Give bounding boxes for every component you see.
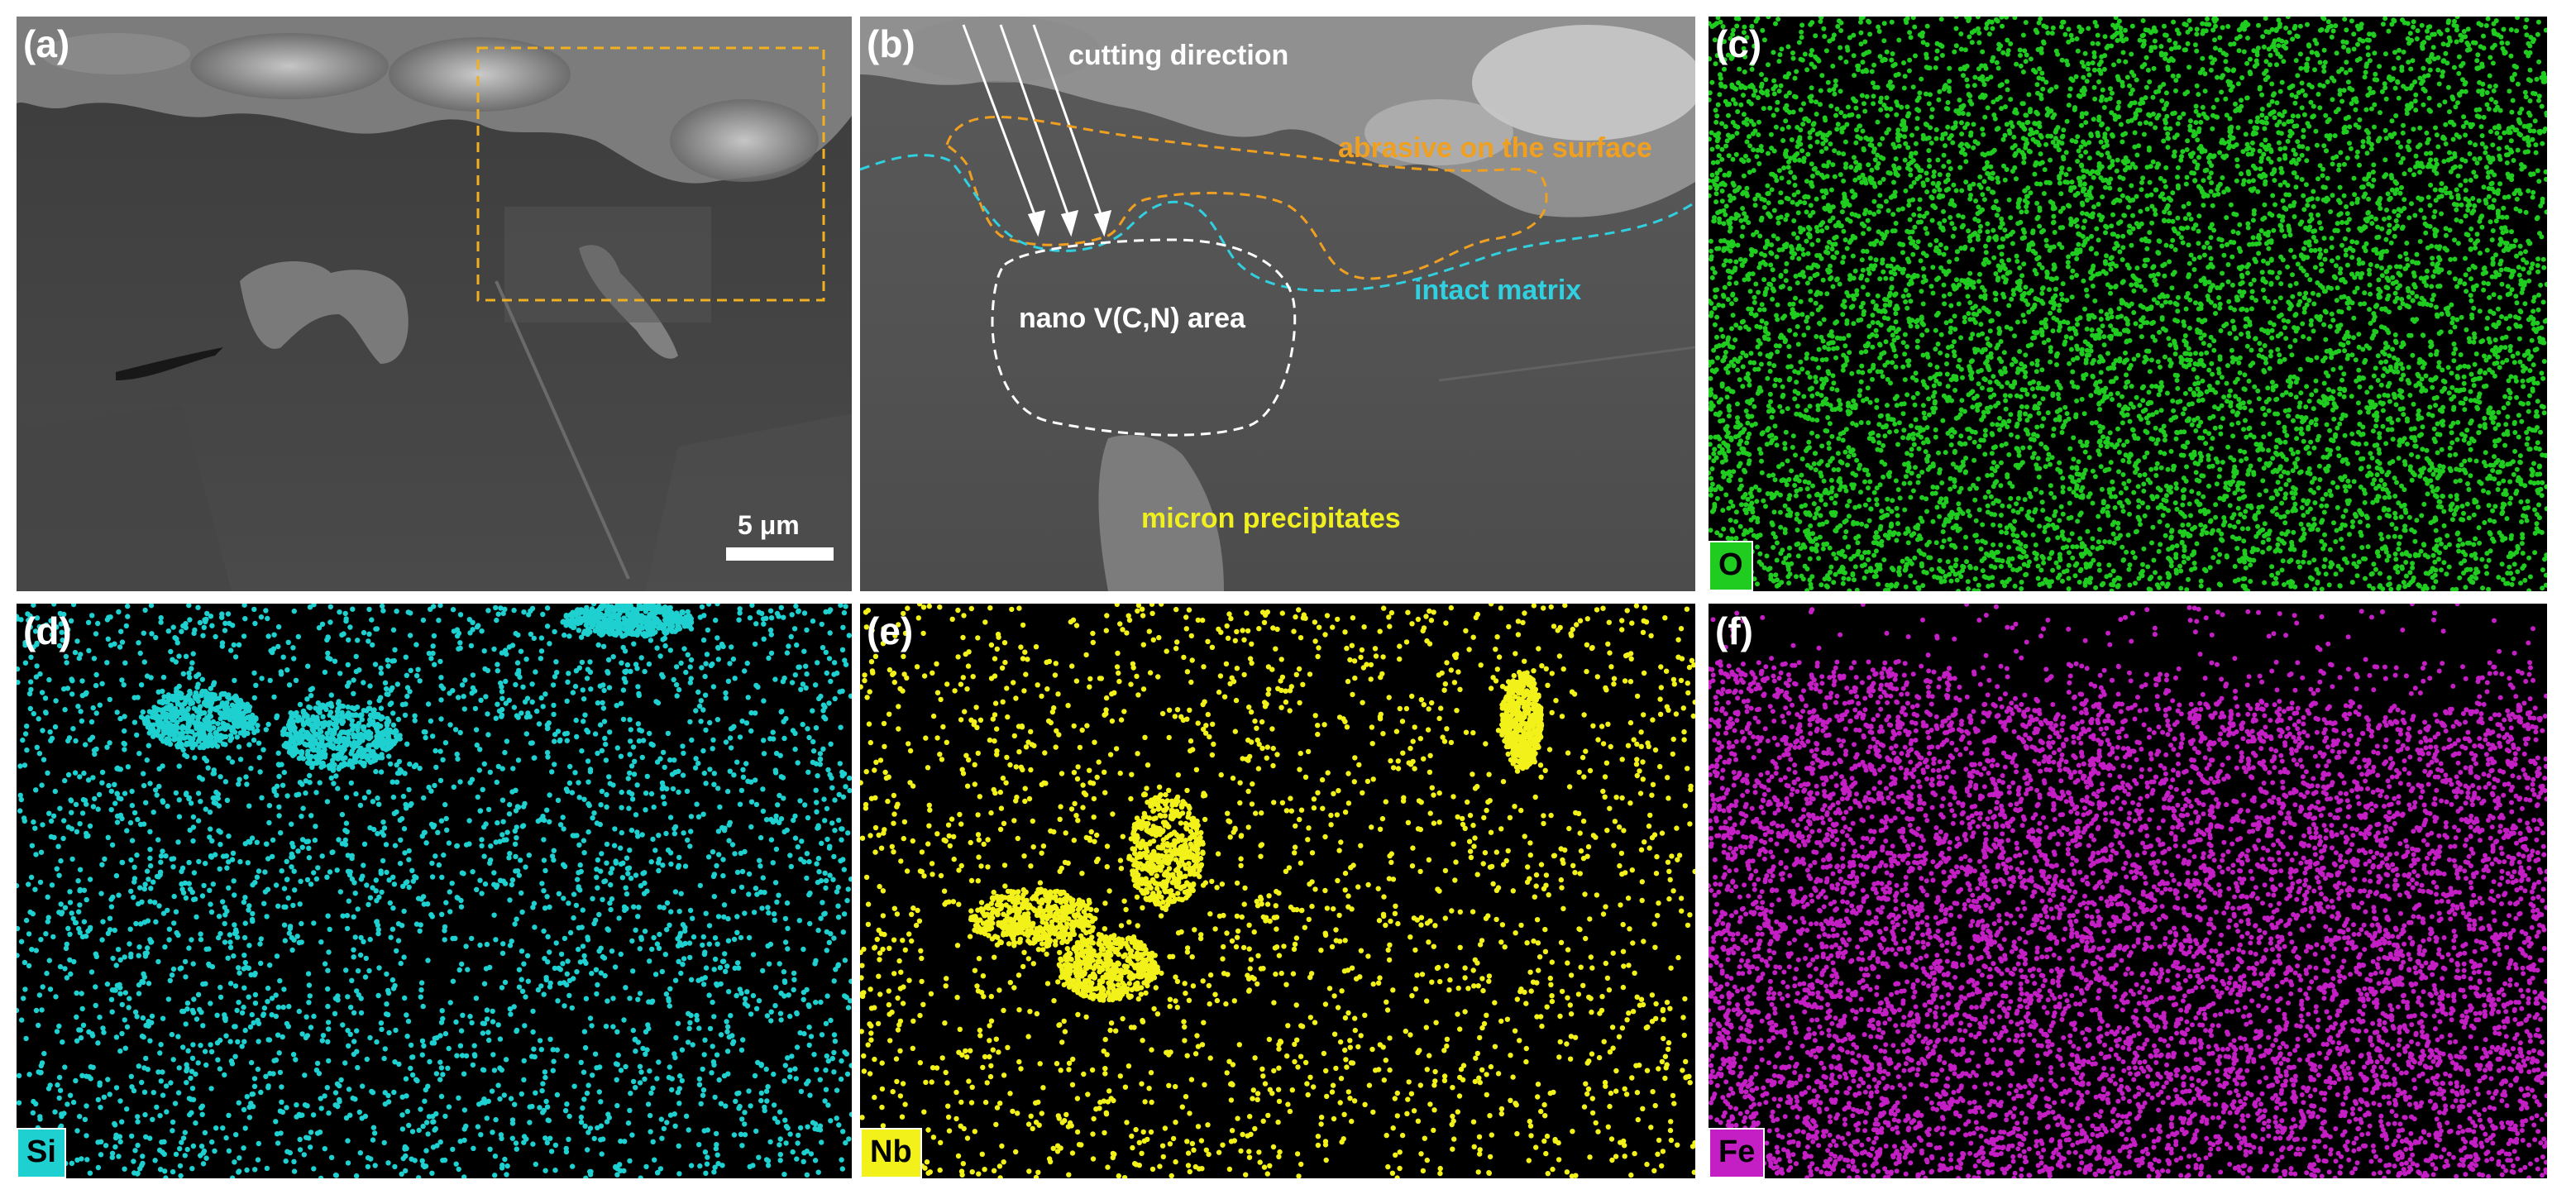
- nano-area-label: nano V(C,N) area: [1019, 303, 1245, 335]
- sem-image-b: [860, 17, 1695, 591]
- element-label-si: Si: [17, 1128, 66, 1178]
- abrasive-outline: [945, 115, 1548, 280]
- sem-image-a: [17, 17, 852, 591]
- panel-b-sem-zoom: (b) cutting direction abrasive on the su…: [860, 17, 1695, 591]
- panel-label-e: (e): [867, 609, 913, 653]
- element-label-o: O: [1709, 541, 1753, 591]
- panel-d-silicon-map: (d) Si: [17, 604, 852, 1178]
- intact-matrix-label: intact matrix: [1414, 275, 1581, 307]
- panel-a-sem-image: (a) 5 μm: [17, 17, 852, 591]
- edx-map-o: [1709, 17, 2547, 591]
- highlight-box: [476, 46, 825, 302]
- panel-label-f: (f): [1715, 609, 1753, 653]
- panel-e-niobium-map: (e) Nb: [860, 604, 1695, 1178]
- cutting-arrows: [962, 24, 1112, 237]
- panel-label-c: (c): [1715, 21, 1761, 66]
- edx-map-fe: [1709, 604, 2547, 1178]
- element-label-nb: Nb: [860, 1128, 922, 1178]
- panel-label-b: (b): [867, 21, 915, 66]
- nano-area-outline: [991, 238, 1297, 437]
- panel-label-d: (d): [23, 609, 72, 653]
- panel-label-a: (a): [23, 21, 69, 66]
- micron-precipitates-label: micron precipitates: [1141, 503, 1401, 535]
- scale-bar-label: 5 μm: [738, 510, 800, 541]
- abrasive-label: abrasive on the surface: [1338, 132, 1652, 165]
- edx-map-nb: [860, 604, 1695, 1178]
- element-label-fe: Fe: [1709, 1128, 1766, 1178]
- intact-matrix-line: [860, 154, 1695, 293]
- edx-map-si: [17, 604, 852, 1178]
- scale-bar: [726, 547, 834, 561]
- panel-c-oxygen-map: (c) O: [1709, 17, 2547, 591]
- panel-f-iron-map: (f) Fe: [1709, 604, 2547, 1178]
- cutting-direction-label: cutting direction: [1068, 40, 1288, 72]
